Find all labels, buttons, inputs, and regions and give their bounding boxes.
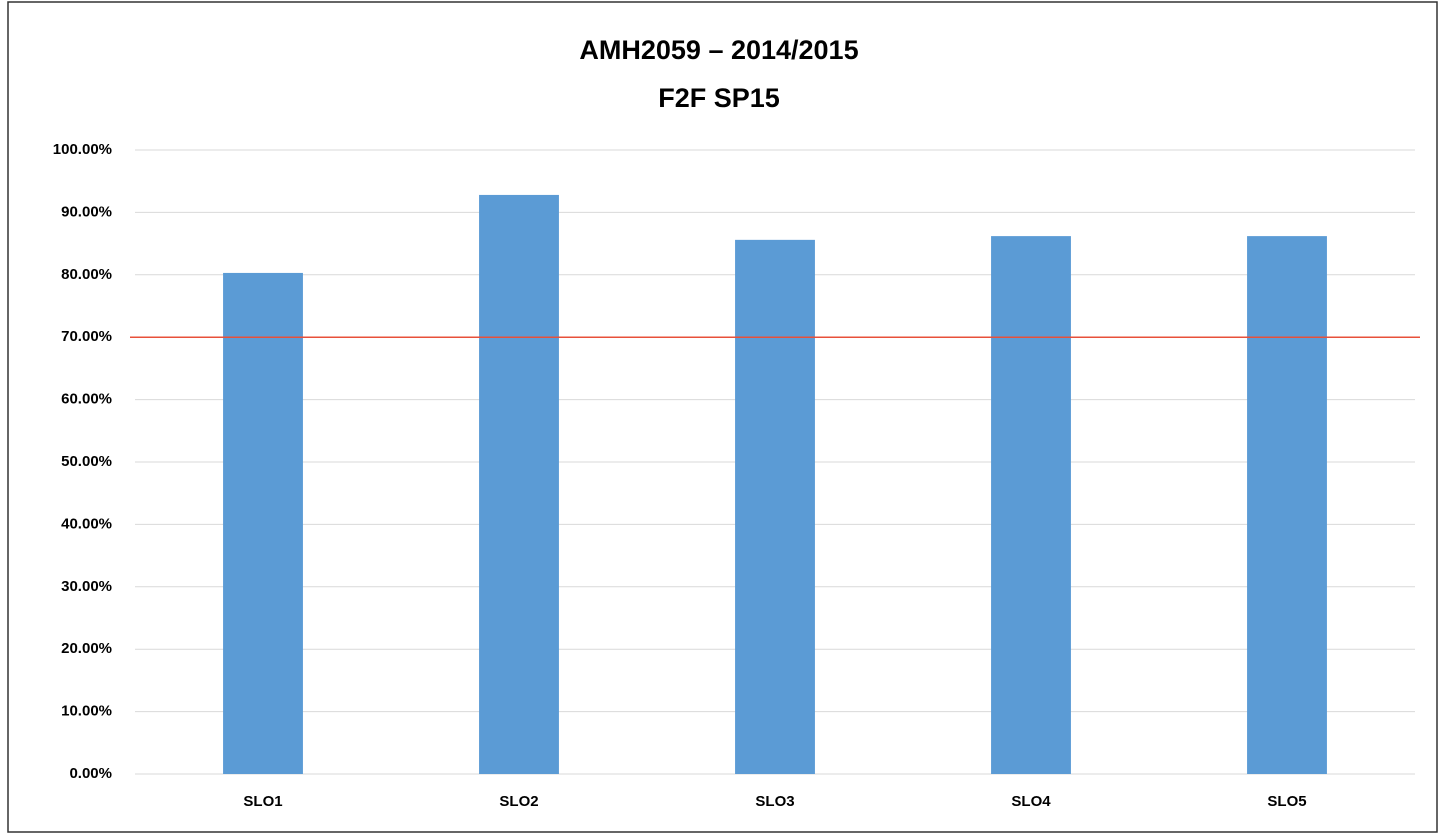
chart-title: AMH2059 – 2014/2015	[579, 35, 858, 65]
y-tick-label: 20.00%	[61, 640, 112, 657]
y-tick-label: 10.00%	[61, 703, 112, 720]
chart-subtitle: F2F SP15	[658, 83, 780, 113]
x-tick-label: SLO2	[499, 793, 538, 810]
bar	[223, 272, 303, 774]
x-tick-label: SLO3	[755, 793, 794, 810]
bar	[479, 194, 559, 775]
bar	[1247, 236, 1327, 774]
x-tick-label: SLO4	[1011, 793, 1051, 810]
y-tick-label: 80.00%	[61, 266, 112, 283]
y-tick-label: 40.00%	[61, 515, 112, 532]
y-tick-label: 70.00%	[61, 328, 112, 345]
x-tick-label: SLO5	[1267, 793, 1306, 810]
y-tick-label: 90.00%	[61, 203, 112, 220]
x-tick-label: SLO1	[243, 793, 282, 810]
bar	[735, 239, 815, 774]
y-tick-label: 0.00%	[69, 765, 112, 782]
chart-border	[7, 1, 1438, 833]
y-tick-label: 50.00%	[61, 453, 112, 470]
bar	[991, 236, 1071, 774]
y-tick-label: 30.00%	[61, 578, 112, 595]
y-tick-label: 100.00%	[53, 141, 112, 158]
y-tick-label: 60.00%	[61, 391, 112, 408]
